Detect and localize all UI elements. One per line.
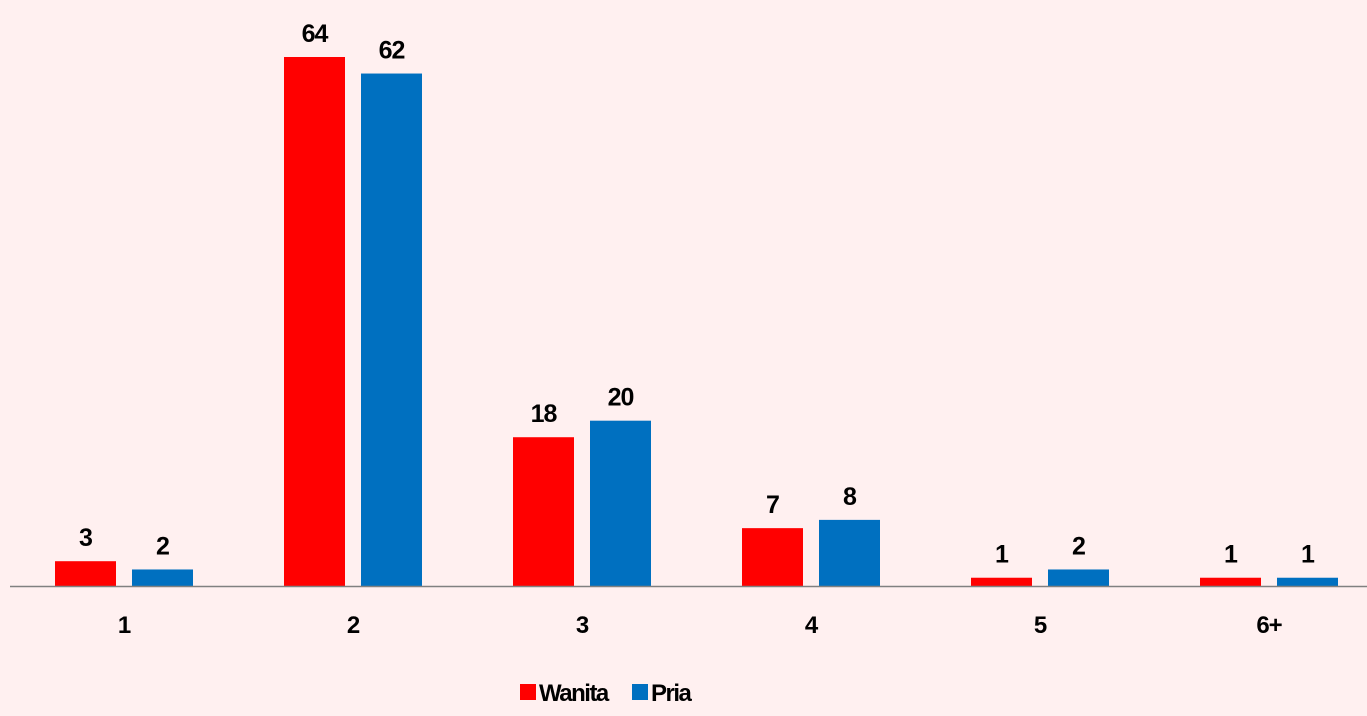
- legend: Wanita Pria: [520, 680, 694, 707]
- bar-wanita-2: [284, 57, 345, 586]
- data-labels-layer: 3 2 64 62 18 20 7 8 1 2 1 1: [79, 20, 1316, 569]
- data-label-wanita-2: 64: [302, 20, 329, 48]
- bar-wanita-3: [513, 437, 574, 586]
- legend-label-wanita: Wanita: [539, 680, 610, 707]
- bar-pria-4: [819, 519, 880, 586]
- x-tick-1: 1: [118, 612, 131, 639]
- x-tick-2: 2: [347, 612, 360, 639]
- data-label-pria-4: 8: [843, 483, 857, 511]
- x-tick-4: 4: [805, 612, 819, 639]
- x-tick-6+: 6+: [1256, 612, 1282, 639]
- legend-swatch-pria: [632, 684, 648, 700]
- data-label-wanita-3: 18: [531, 400, 558, 428]
- data-label-pria-3: 20: [608, 384, 634, 412]
- data-label-pria-2: 62: [379, 37, 405, 65]
- x-tick-5: 5: [1034, 612, 1047, 639]
- data-label-wanita-4: 7: [766, 491, 779, 519]
- bars-layer: [55, 57, 1338, 586]
- bar-wanita-5: [971, 577, 1032, 586]
- bar-wanita-6+: [1200, 577, 1261, 586]
- x-tick-3: 3: [576, 612, 589, 639]
- data-label-wanita-6+: 1: [1224, 541, 1238, 569]
- bar-pria-1: [132, 569, 193, 586]
- bar-wanita-1: [55, 561, 116, 586]
- bar-pria-5: [1048, 569, 1109, 586]
- bar-pria-2: [361, 73, 422, 586]
- data-label-wanita-5: 1: [995, 541, 1009, 569]
- x-tick-labels: 1 2 3 4 5 6+: [118, 612, 1284, 639]
- legend-label-pria: Pria: [651, 680, 693, 707]
- bar-wanita-4: [742, 528, 803, 586]
- data-label-pria-1: 2: [156, 532, 169, 560]
- data-label-wanita-1: 3: [79, 524, 92, 552]
- data-label-pria-6+: 1: [1301, 541, 1315, 569]
- legend-swatch-wanita: [520, 684, 536, 700]
- data-label-pria-5: 2: [1072, 532, 1085, 560]
- bar-pria-3: [590, 420, 651, 586]
- bar-pria-6+: [1277, 577, 1338, 586]
